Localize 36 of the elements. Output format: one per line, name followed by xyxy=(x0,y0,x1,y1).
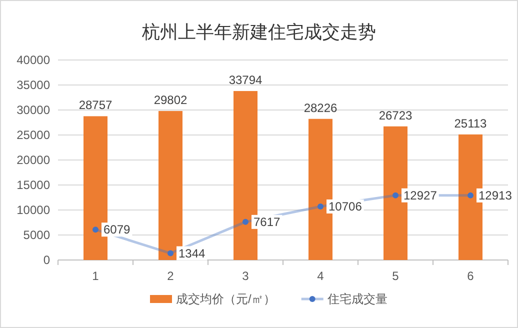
data-label: 12927 xyxy=(404,188,438,202)
x-tick-label: 4 xyxy=(317,269,324,283)
point xyxy=(468,192,474,198)
y-tick-label: 40000 xyxy=(16,53,50,67)
y-tick-label: 5000 xyxy=(23,228,50,242)
y-tick-label: 20000 xyxy=(16,153,50,167)
data-label: 10706 xyxy=(328,199,362,214)
data-label: 12913 xyxy=(478,188,512,202)
data-label: 33794 xyxy=(228,73,263,88)
point xyxy=(242,218,248,225)
data-label: 6079 xyxy=(104,222,131,237)
y-tick-label: 25000 xyxy=(16,128,50,142)
data-label: 28226 xyxy=(304,100,338,115)
x-tick-label: 5 xyxy=(392,269,400,283)
y-tick-label: 10000 xyxy=(16,203,50,217)
y-tick-label: 35000 xyxy=(16,78,50,92)
x-tick-label: 6 xyxy=(467,269,474,283)
x-tick-label: 1 xyxy=(92,269,100,283)
data-label: 26723 xyxy=(378,108,413,122)
y-tick-label: 30000 xyxy=(16,103,50,117)
data-label: 7617 xyxy=(254,214,281,229)
point xyxy=(318,203,324,210)
x-tick-label: 2 xyxy=(167,269,174,283)
point xyxy=(92,226,98,233)
data-label: 29802 xyxy=(154,92,188,107)
data-label: 28757 xyxy=(78,98,113,112)
y-tick-label: 0 xyxy=(43,253,50,267)
point xyxy=(168,250,174,256)
data-label: 1344 xyxy=(178,246,206,260)
data-label: 25113 xyxy=(454,116,488,130)
chart-title: 杭州上半年新建住宅成交走势 xyxy=(141,22,376,42)
legend-label: 成交均价（元/㎡） xyxy=(176,292,276,306)
x-tick-label: 3 xyxy=(242,269,250,283)
y-tick-label: 15000 xyxy=(16,178,50,192)
point xyxy=(392,192,398,198)
legend-label: 住宅成交量 xyxy=(326,292,388,306)
